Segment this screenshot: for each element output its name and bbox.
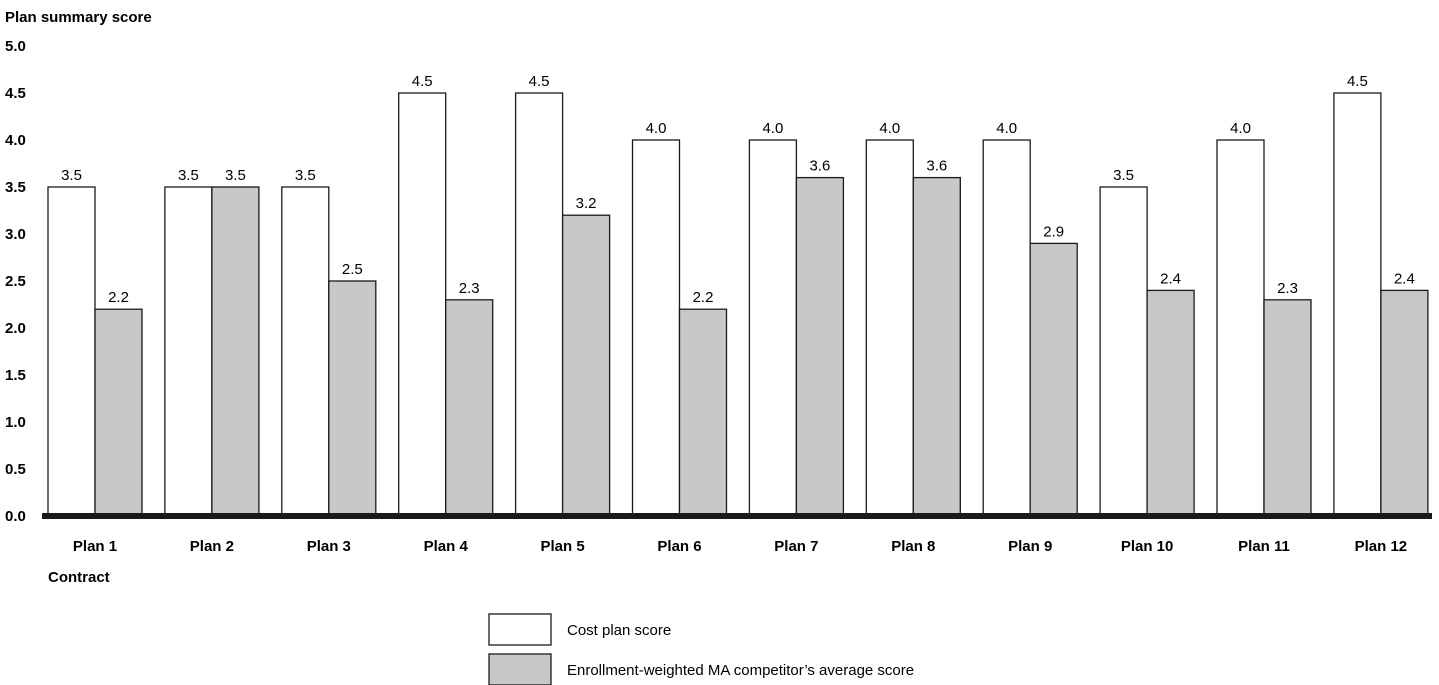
legend-label: Cost plan score — [567, 622, 671, 639]
data-label: 4.5 — [412, 73, 433, 90]
data-label: 3.5 — [225, 167, 246, 184]
bar-competitor-avg — [1146, 289, 1195, 517]
legend-label: Enrollment-weighted MA competitor’s aver… — [567, 662, 914, 679]
x-axis-label: Contract — [48, 569, 110, 586]
x-category-label: Plan 6 — [657, 538, 701, 555]
bar-cost-plan — [281, 186, 330, 517]
data-label: 2.9 — [1043, 223, 1064, 240]
data-label: 4.0 — [879, 120, 900, 137]
data-label: 2.2 — [693, 289, 714, 306]
y-tick-label: 1.0 — [5, 414, 26, 431]
bar-cost-plan — [982, 139, 1031, 517]
bar-cost-plan — [47, 186, 96, 517]
bar-cost-plan — [1099, 186, 1148, 517]
y-axis-label: Plan summary score — [5, 9, 152, 26]
bar-competitor-avg — [211, 186, 260, 517]
x-category-label: Plan 5 — [541, 538, 585, 555]
bar-cost-plan — [164, 186, 213, 517]
data-label: 4.0 — [996, 120, 1017, 137]
x-category-label: Plan 1 — [73, 538, 117, 555]
x-category-label: Plan 8 — [891, 538, 935, 555]
x-category-label: Plan 2 — [190, 538, 234, 555]
data-label: 4.0 — [762, 120, 783, 137]
data-label: 4.0 — [646, 120, 667, 137]
legend-swatch — [488, 653, 552, 685]
y-tick-label: 1.5 — [5, 367, 26, 384]
bar-competitor-avg — [328, 280, 377, 517]
y-tick-label: 0.5 — [5, 461, 26, 478]
data-label: 4.0 — [1230, 120, 1251, 137]
x-category-label: Plan 3 — [307, 538, 351, 555]
y-tick-label: 0.0 — [5, 508, 26, 525]
bar-cost-plan — [514, 92, 564, 517]
y-tick-label: 2.5 — [5, 273, 26, 290]
y-tick-label: 3.5 — [5, 179, 26, 196]
bar-competitor-avg — [1263, 299, 1312, 517]
data-label: 3.5 — [295, 167, 316, 184]
bar-cost-plan — [865, 139, 914, 517]
bar-competitor-avg — [1029, 242, 1078, 517]
x-category-label: Plan 9 — [1008, 538, 1052, 555]
data-label: 3.6 — [926, 158, 947, 175]
bar-competitor-avg — [94, 308, 143, 517]
data-label: 2.4 — [1394, 270, 1415, 287]
bar-competitor-avg — [561, 214, 611, 517]
bar-competitor-avg — [1380, 289, 1429, 517]
data-label: 2.5 — [342, 261, 363, 278]
y-ticks: 0.0 0.5 1.0 1.5 2.0 2.5 3.0 3.5 4.0 4.5 5.0 — [5, 38, 26, 525]
legend-swatch — [488, 613, 552, 646]
y-tick-label: 5.0 — [5, 38, 26, 55]
data-label: 3.2 — [576, 195, 597, 212]
data-label: 4.5 — [1347, 73, 1368, 90]
x-categories: Plan 1 Plan 2 Plan 3 Plan 4 Plan 5 Plan 6 Plan… — [73, 538, 1407, 555]
bar-cost-plan — [631, 139, 681, 517]
y-tick-label: 2.0 — [5, 320, 26, 337]
data-label: 2.4 — [1160, 270, 1181, 287]
bar-cost-plan — [398, 92, 447, 517]
data-label: 3.5 — [1113, 167, 1134, 184]
bar-competitor-avg — [795, 176, 845, 517]
bar-cost-plan — [1333, 92, 1382, 517]
data-label: 3.5 — [178, 167, 199, 184]
legend: Cost plan score Enrollment-weighted MA co… — [488, 613, 914, 685]
y-tick-label: 4.5 — [5, 85, 26, 102]
bar-cost-plan — [1216, 139, 1265, 517]
x-category-label: Plan 10 — [1121, 538, 1174, 555]
data-label: 3.5 — [61, 167, 82, 184]
data-label: 2.3 — [1277, 280, 1298, 297]
x-category-label: Plan 12 — [1355, 538, 1408, 555]
bars — [47, 92, 1429, 517]
data-label: 2.2 — [108, 289, 129, 306]
x-category-label: Plan 4 — [424, 538, 469, 555]
y-tick-label: 4.0 — [5, 132, 26, 149]
x-category-label: Plan 11 — [1238, 538, 1290, 555]
data-label: 4.5 — [529, 73, 550, 90]
data-label: 2.3 — [459, 280, 480, 297]
y-tick-label: 3.0 — [5, 226, 26, 243]
x-category-label: Plan 7 — [774, 538, 818, 555]
data-label: 3.6 — [809, 158, 830, 175]
bar-competitor-avg — [678, 308, 728, 517]
bar-cost-plan — [748, 139, 798, 517]
bar-competitor-avg — [912, 176, 961, 517]
data-labels: 3.5 2.2 3.5 3.5 3.5 2.5 4.5 2.3 4.5 3.2 4.0 2.2 4.0 3… — [61, 73, 1415, 306]
bar-competitor-avg — [445, 299, 494, 517]
